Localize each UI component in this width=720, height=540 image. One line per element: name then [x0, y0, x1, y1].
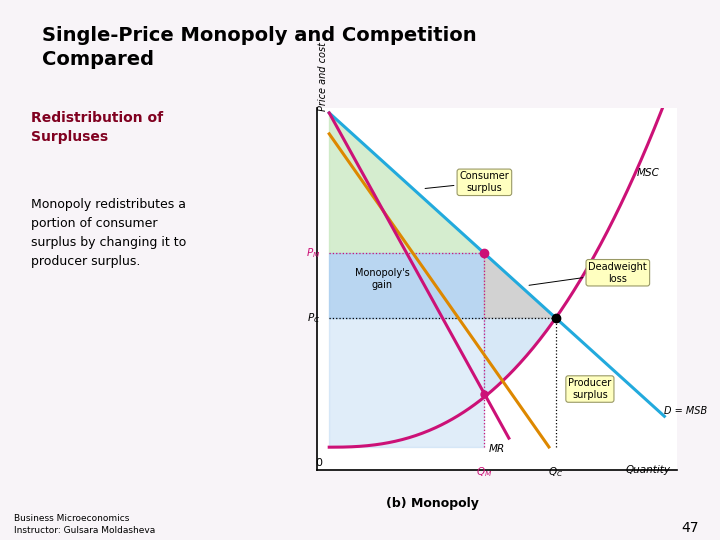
Text: Single-Price Monopoly and Competition
Compared: Single-Price Monopoly and Competition Co… — [42, 25, 477, 69]
Text: Producer
surplus: Producer surplus — [568, 378, 611, 400]
Text: Business Microeconomics
Instructor: Gulsara Moldasheva: Business Microeconomics Instructor: Guls… — [14, 514, 156, 535]
Text: Price and cost: Price and cost — [318, 42, 328, 111]
Text: (b) Monopoly: (b) Monopoly — [386, 497, 478, 510]
Text: MSC: MSC — [636, 168, 660, 178]
Text: $P_C$: $P_C$ — [307, 311, 320, 325]
Text: D = MSB: D = MSB — [665, 406, 708, 416]
Text: Consumer
surplus: Consumer surplus — [425, 172, 509, 193]
Text: $P_M$: $P_M$ — [305, 246, 320, 260]
Polygon shape — [329, 113, 485, 253]
Text: $Q_M$: $Q_M$ — [476, 465, 492, 479]
Text: Monopoly's
gain: Monopoly's gain — [354, 268, 410, 290]
Text: 47: 47 — [681, 521, 698, 535]
Polygon shape — [485, 253, 556, 318]
Polygon shape — [329, 253, 485, 318]
Polygon shape — [329, 318, 485, 447]
Text: $Q_C$: $Q_C$ — [548, 465, 563, 479]
Text: 0: 0 — [315, 458, 322, 468]
Text: MR: MR — [489, 444, 505, 454]
Polygon shape — [485, 318, 556, 397]
Text: Redistribution of
Surpluses: Redistribution of Surpluses — [31, 111, 163, 144]
Text: Monopoly redistributes a
portion of consumer
surplus by changing it to
producer : Monopoly redistributes a portion of cons… — [31, 198, 186, 268]
Text: Quantity: Quantity — [626, 465, 670, 475]
Text: Deadweight
loss: Deadweight loss — [529, 262, 647, 285]
